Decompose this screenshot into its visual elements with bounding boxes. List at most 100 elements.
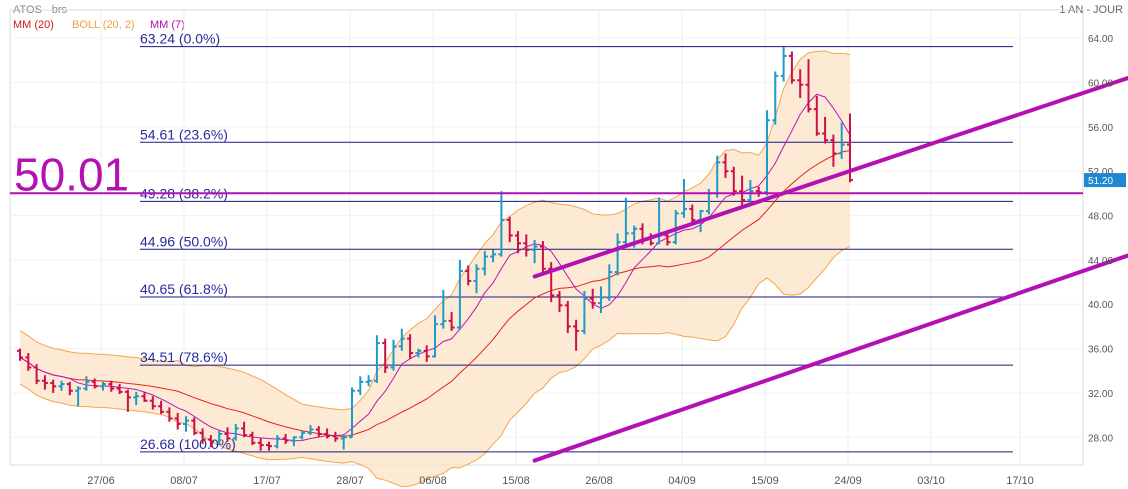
ohlc-bar [365,375,372,387]
ohlc-bar [382,338,389,373]
ohlc-bar [50,379,57,393]
ohlc-bar [232,423,239,441]
trendlines [532,75,1128,463]
ohlc-bar [41,375,48,390]
ohlc-bar [299,430,306,440]
x-tick-label: 15/09 [751,475,779,487]
bollinger-lower [19,246,851,488]
ohlc-bar [390,339,397,371]
ohlc-bar [158,400,165,415]
ohlc-bar [75,386,82,407]
ohlc-bar [373,335,380,383]
fib-label: 26.68 (100.0%) [140,436,236,452]
ohlc-bar [598,286,604,314]
legend-mm7: MM (7) [150,19,185,31]
mm20-line [19,150,851,437]
ohlc-bar [423,345,430,362]
ohlc-bar [813,95,820,136]
y-tick-label: 28.00 [1088,433,1113,444]
ohlc-bar [174,412,181,430]
ohlc-bar [100,381,106,391]
ohlc-bar [166,407,173,422]
ohlc-bar [58,380,65,391]
ohlc-bar [548,262,555,303]
ohlc-bar [116,384,123,395]
fib-label: 63.24 (0.0%) [140,31,220,47]
ohlc-bar [407,334,414,359]
fib-label: 54.61 (23.6%) [140,126,228,142]
ohlc-bar [490,249,497,263]
ohlc-bar [681,178,687,218]
ohlc-bar [788,51,795,84]
y-tick-label: 36.00 [1088,345,1113,356]
ohlc-bar [539,241,546,275]
ohlc-bar [622,197,629,247]
x-tick-label: 28/07 [336,475,364,487]
ohlc-bar [66,381,73,396]
legend-mm20: MM (20) [13,19,54,31]
ohlc-bar [556,290,563,313]
x-tick-label: 15/08 [502,475,530,487]
ohlc-bar [730,166,737,196]
ohlc-bar [91,378,98,389]
ohlc-bar [772,71,779,125]
ohlc-bar [415,348,422,358]
ohlc-bar [440,289,447,329]
ohlc-bar [432,315,438,358]
ohlc-bar [672,210,679,245]
x-tick-label: 27/06 [87,475,115,487]
ohlc-bar [473,264,480,294]
plot-frame [9,9,1084,466]
price-tag-box [1084,173,1126,188]
ohlc-bar [357,376,364,396]
y-tick-label: 64.00 [1088,34,1113,45]
ohlc-bar [124,389,131,412]
ohlc-bar [614,233,621,276]
fib-label: 44.96 (50.0%) [140,233,228,249]
ohlc-bar [274,435,281,449]
ohlc-bar [797,69,804,99]
ohlc-bar [664,232,671,246]
ohlc-bar [838,122,845,160]
x-tick-label: 06/08 [419,475,447,487]
ohlc-bar [722,153,729,178]
ohlc-bar [589,288,596,309]
ohlc-bar [315,426,322,438]
x-tick-label: 17/07 [253,475,281,487]
upper-channel-line [532,75,1128,279]
x-tick-label: 03/10 [917,475,945,487]
ohlc-bar [349,387,355,439]
ohlc-bar [257,438,264,451]
ohlc-bar [33,364,40,385]
y-tick-label: 40.00 [1088,300,1113,311]
ohlc-bar [780,47,787,82]
ohlc-bar [199,428,206,444]
fib-label: 34.51 (78.6%) [140,349,228,365]
ohlc-bar [224,427,231,442]
ohlc-bar [747,180,754,204]
ohlc-bar [739,175,746,207]
ohlc-bar [573,319,580,351]
axes: 27/06 08/07 17/07 28/07 06/08 15/08 26/08 04/09… [87,34,1126,487]
y-tick-label: 60.00 [1088,79,1113,90]
ohlc-bar [108,380,115,392]
y-tick-label: 48.00 [1088,212,1113,223]
ohlc-bar [506,216,513,243]
y-tick-label: 52.00 [1088,167,1113,178]
ohlc-bar [448,312,455,331]
ohlc-bar [249,431,256,446]
ohlc-bar [141,391,148,402]
ohlc-bar [340,433,347,450]
ohlc-bar [207,435,214,448]
ohlc-bar [191,417,198,436]
ohlc-bar [183,416,189,432]
ohlc-bar [83,376,90,391]
chart-period: 1 AN - JOUR [1059,4,1123,16]
ohlc-bar [830,134,837,167]
ohlc-bar [290,436,297,447]
bollinger-upper [19,50,851,411]
ohlc-bar [531,239,538,264]
ohlc-bar [515,231,521,254]
ohlc-bar [241,421,248,438]
